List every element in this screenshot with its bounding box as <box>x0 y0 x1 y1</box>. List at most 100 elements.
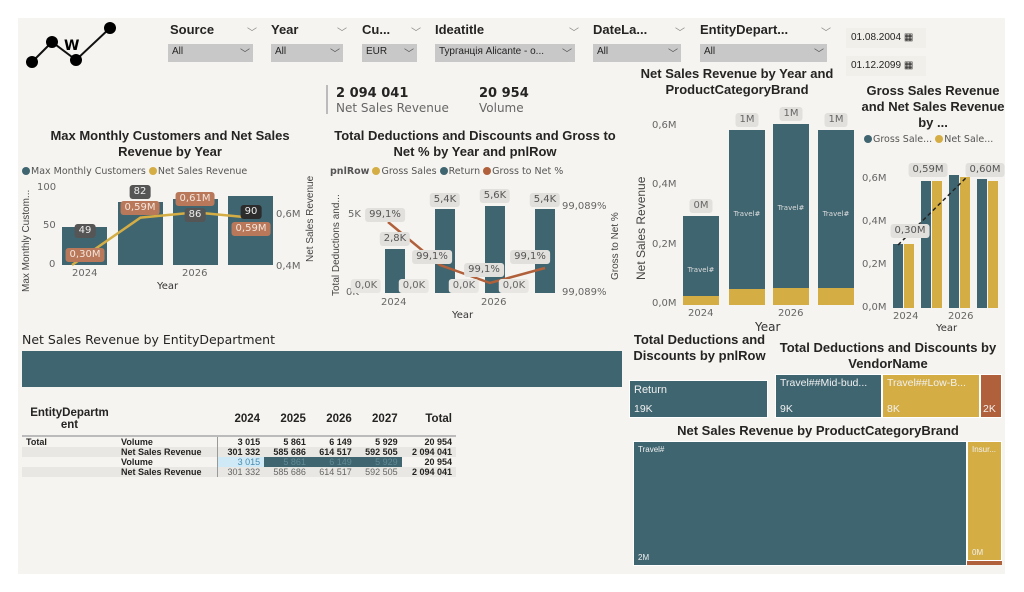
tick: 99,089% <box>562 287 607 298</box>
tick: 2026 <box>948 311 974 322</box>
table-cell: 3 015 <box>217 457 265 467</box>
bar-net-sales[interactable] <box>988 181 998 308</box>
table-cell: 301 332 <box>227 467 261 477</box>
entity-bar[interactable] <box>22 351 622 387</box>
table-cell: 6 149 <box>309 457 356 467</box>
slicer-dropdown[interactable]: Турганція Alicante - о... ﹀ <box>435 44 575 62</box>
tick: 2026 <box>778 308 804 319</box>
chart3-y-axis-label: Net Sales Revenue <box>634 176 648 280</box>
chevron-down-icon: ﹀ <box>668 49 678 60</box>
gross-to-net-label: 99,1% <box>365 208 405 222</box>
return-label: 5,4K <box>429 193 461 207</box>
chevron-down-icon[interactable]: ﹀ <box>569 28 579 39</box>
bar-segment-other[interactable] <box>773 287 809 305</box>
gross-sales-label: 0,0K <box>448 279 480 293</box>
matrix-table: EntityDepartm ent 2024 2025 2026 2027 Total T… <box>22 402 456 477</box>
table-cell: 3 015 <box>237 437 261 447</box>
chevron-down-icon[interactable]: ﹀ <box>675 28 685 39</box>
slicer-title: Cu... <box>362 22 391 37</box>
treemap-tile[interactable]: Return 19K <box>629 380 768 418</box>
bar-gross-sales[interactable] <box>921 181 931 308</box>
treemap-tile[interactable]: Insur... 0M <box>967 441 1002 561</box>
bar-segment-other[interactable] <box>818 288 854 305</box>
table-cell: 2 094 041 <box>411 447 452 457</box>
table-cell: 592 505 <box>365 467 398 477</box>
gross-to-net-label: 99,1% <box>510 250 550 264</box>
chart1-y2-axis-label: Net Sales Revenue <box>305 175 316 262</box>
start-date-input[interactable]: 01.08.2004 ▦ <box>846 28 926 48</box>
slicer-title: DateLa... <box>593 22 648 37</box>
tick: 0,4M <box>652 179 677 190</box>
column-header[interactable]: 2024 <box>234 412 261 425</box>
tick: 2026 <box>182 268 208 279</box>
tick: 2024 <box>381 297 407 308</box>
bar-segment-travel[interactable]: Travel# <box>773 123 809 288</box>
column-header[interactable]: Total <box>425 412 452 425</box>
slicer-title: Source <box>170 22 215 37</box>
kpi-volume: 20 954 Volume <box>479 86 529 115</box>
column-header[interactable]: 2026 <box>326 412 352 425</box>
chevron-down-icon: ﹀ <box>814 49 824 60</box>
bar-net-sales[interactable] <box>904 243 914 308</box>
segment-label: Travel# <box>822 209 850 218</box>
table-row: Net Sales Revenue 301 332 585 686 614 517 59… <box>22 467 456 477</box>
kpi-divider <box>326 85 328 114</box>
segment-label: Travel# <box>687 266 715 275</box>
calendar-icon[interactable]: ▦ <box>903 60 914 71</box>
chevron-down-icon[interactable]: ﹀ <box>247 28 257 39</box>
table-cell: Net Sales Revenue <box>117 447 219 457</box>
slicer-dropdown[interactable]: All ﹀ <box>593 44 681 62</box>
bar-segment-travel[interactable]: Travel# <box>818 129 854 289</box>
bar-segment-travel[interactable]: Travel# <box>683 216 719 297</box>
bar-segment-travel[interactable]: Travel# <box>729 130 765 289</box>
table-cell <box>22 457 117 467</box>
slicer-dropdown[interactable]: All ﹀ <box>700 44 827 62</box>
table-cell: 614 517 <box>319 447 352 457</box>
chart2-x-axis-label: Year <box>452 310 474 321</box>
slicer-dropdown[interactable]: All ﹀ <box>271 44 343 62</box>
chevron-down-icon[interactable]: ﹀ <box>337 28 347 39</box>
slicer-value: All <box>275 46 287 57</box>
chart2-title: Total Deductions and Discounts and Gross… <box>334 128 616 159</box>
column-header[interactable] <box>117 402 218 436</box>
chart3-x-axis-label: Year <box>755 320 781 334</box>
bar-net-sales[interactable] <box>932 181 942 308</box>
bar-segment-other[interactable] <box>683 296 719 305</box>
treemap-tile[interactable]: Travel##Low-B... 8K <box>882 374 980 418</box>
column-header[interactable]: 2025 <box>280 412 306 425</box>
kpi-net-sales: 2 094 041 Net Sales Revenue <box>336 86 449 115</box>
column-header[interactable]: 2027 <box>372 412 398 425</box>
logo: W <box>26 22 116 68</box>
table-cell: Net Sales Revenue <box>117 467 219 477</box>
treemap-tile[interactable]: 2K <box>980 374 1002 418</box>
end-date-input[interactable]: 01.12.2099 ▦ <box>846 56 926 76</box>
tick: 2026 <box>481 297 507 308</box>
table-cell: 585 686 <box>273 467 306 477</box>
table-cell: 5 861 <box>264 457 310 467</box>
bar-gross-sales[interactable] <box>893 243 903 308</box>
slicer-dropdown[interactable]: All ﹀ <box>168 44 253 62</box>
chevron-down-icon[interactable]: ﹀ <box>411 28 421 39</box>
bar-segment-other[interactable] <box>729 288 765 305</box>
chevron-down-icon[interactable]: ﹀ <box>821 28 831 39</box>
gross-sales-label: 0,0K <box>398 279 430 293</box>
return-label: 5,4K <box>529 193 561 207</box>
treemap-tile[interactable]: Travel##Mid-bud... 9K <box>775 374 882 418</box>
treemap-tile[interactable] <box>967 561 1002 565</box>
column-header[interactable]: EntityDepartm ent <box>30 406 109 431</box>
slicer-title: Ideatitle <box>435 22 485 37</box>
slicer-value: All <box>172 46 184 57</box>
bar-gross-sales[interactable] <box>949 174 959 308</box>
table-cell <box>22 467 117 477</box>
chevron-down-icon: ﹀ <box>330 49 340 60</box>
total-label: 1M <box>779 106 803 121</box>
tick: 0 <box>49 259 56 270</box>
bar-net-sales[interactable] <box>960 176 970 308</box>
slicer-dropdown[interactable]: EUR ﹀ <box>362 44 417 62</box>
treemap-tile[interactable]: Travel# 2M <box>633 441 967 566</box>
table-cell: 2 094 041 <box>411 467 452 477</box>
slicer-title: Year <box>271 22 299 37</box>
bar-gross-sales[interactable] <box>977 179 987 308</box>
table-cell: 5 929 <box>375 437 398 447</box>
calendar-icon[interactable]: ▦ <box>903 32 914 43</box>
